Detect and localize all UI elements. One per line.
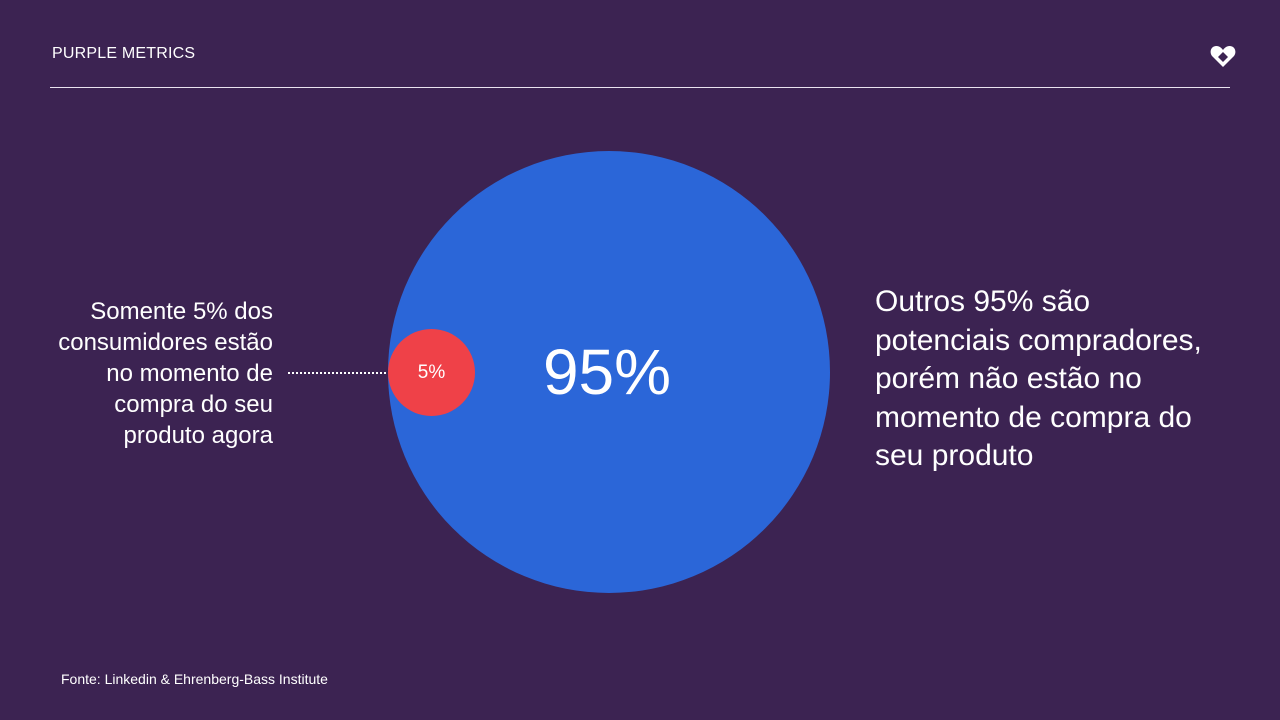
small-circle: 5% [388,329,475,416]
right-caption: Outros 95% são potenciais compradores, p… [875,285,1202,472]
left-caption: Somente 5% dos consumidores estão no mom… [58,298,273,449]
small-circle-label: 5% [417,361,446,383]
source-note: Fonte: Linkedin & Ehrenberg-Bass Institu… [61,671,328,687]
large-circle-label: 95% [542,336,672,408]
header-divider [50,87,1230,88]
connector-line [288,372,386,374]
large-circle-label-wrap: 95% [388,151,830,593]
brand-name: PURPLE METRICS [52,45,196,62]
heart-diamond-icon [1210,46,1236,67]
